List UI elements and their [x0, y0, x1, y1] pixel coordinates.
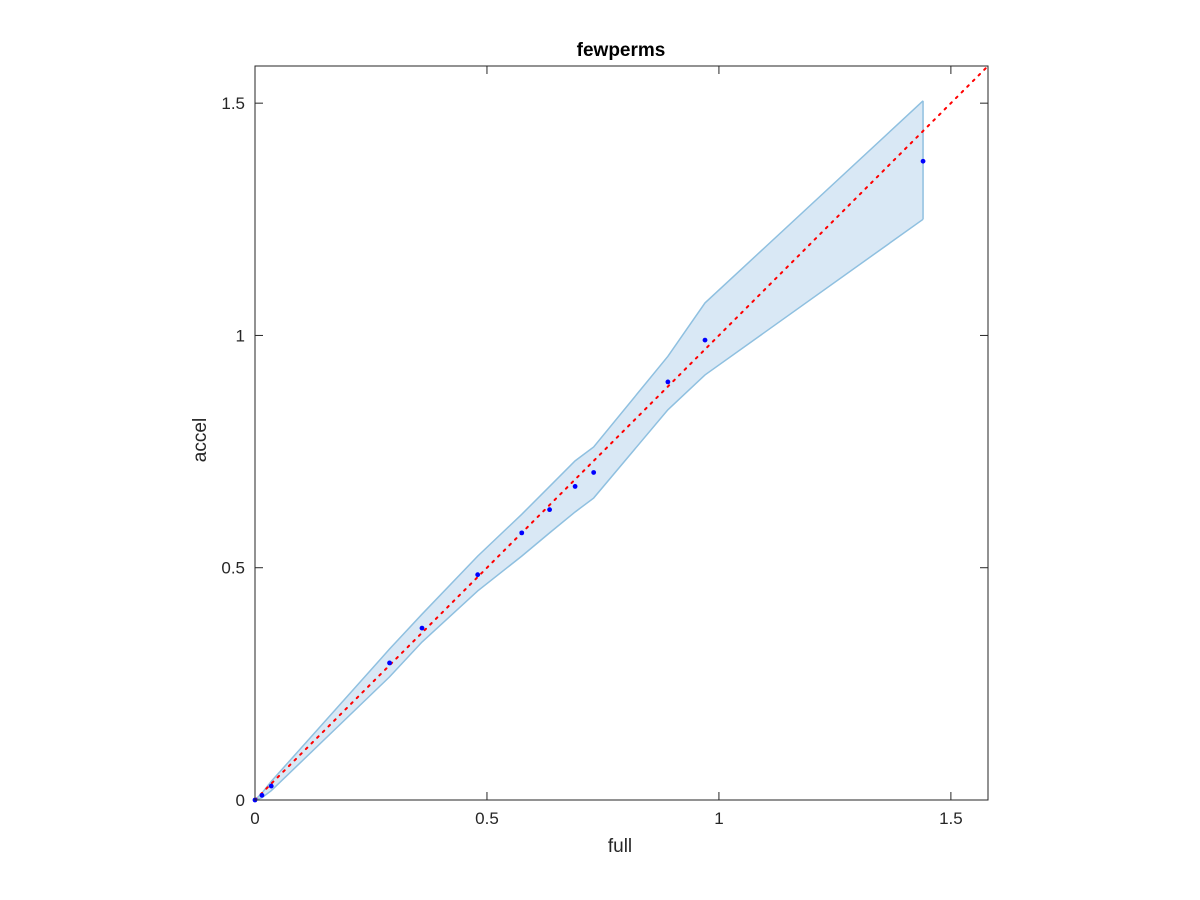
x-tick-label: 0.5 [475, 809, 499, 828]
plot-frame [254, 65, 989, 801]
y-tick-labels: 0 0.5 1 1.5 [221, 94, 245, 810]
band-lower-line [254, 218, 924, 801]
y-axis-label: accel [190, 418, 211, 462]
y-tick-label: 1.5 [221, 94, 245, 113]
reference-line [254, 65, 989, 801]
band-upper-line [254, 100, 924, 801]
data-point [475, 572, 481, 578]
data-point [268, 783, 274, 789]
data-point [702, 337, 708, 343]
data-point [387, 660, 392, 666]
y-tick-label: 1 [236, 326, 245, 345]
data-points [252, 158, 926, 803]
data-point [519, 530, 525, 536]
y-tick-label: 0 [236, 791, 245, 810]
axis-ticks [254, 66, 988, 801]
chart-title: fewperms [577, 40, 666, 61]
x-tick-label: 0 [250, 809, 259, 828]
data-point [591, 470, 597, 475]
data-point [259, 792, 265, 798]
data-point [920, 158, 926, 164]
data-point [419, 625, 425, 631]
data-point [572, 484, 578, 489]
data-point [547, 507, 552, 513]
y-tick-label: 0.5 [221, 559, 245, 578]
x-tick-label: 1.5 [939, 809, 963, 828]
data-point [665, 379, 671, 385]
x-tick-label: 1 [714, 809, 723, 828]
identity-line [254, 65, 989, 801]
band-fill [255, 100, 924, 800]
x-tick-labels: 0 0.5 1 1.5 [250, 809, 962, 828]
x-axis-label: full [608, 836, 632, 857]
